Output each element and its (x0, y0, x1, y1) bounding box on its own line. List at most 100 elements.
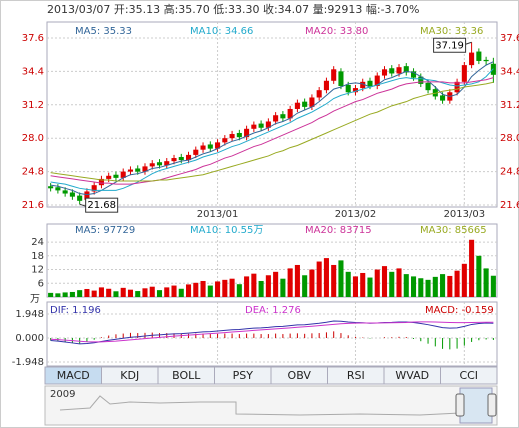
candle-body (120, 171, 126, 178)
candle-body (410, 71, 417, 78)
y-tick-label: 12 (31, 265, 44, 276)
volume-bar (316, 261, 322, 297)
candle-body (156, 162, 163, 166)
legend-entry: MACD: -0.159 (425, 305, 494, 316)
volume-bar (84, 288, 90, 297)
navigator (44, 385, 498, 426)
volume-panel (46, 223, 498, 298)
volume-bar (273, 271, 279, 297)
y-tick-label: 18 (31, 251, 44, 262)
candle-body (98, 178, 104, 186)
volume-bar (55, 293, 61, 297)
navigator-handle-right[interactable] (487, 393, 497, 417)
volume-bar (302, 275, 308, 297)
volume-bar (294, 264, 300, 297)
y-tick-label: 21.6 (22, 200, 44, 211)
candle-body (193, 149, 199, 155)
tab-label[interactable]: PSY (233, 369, 254, 382)
volume-bar (229, 278, 235, 297)
ma-line (50, 68, 494, 191)
candle-body (432, 89, 438, 97)
candle-body (91, 185, 97, 192)
candle-body (425, 82, 431, 91)
candle-body (381, 69, 388, 76)
volume-bar (215, 281, 221, 297)
candle-body (113, 174, 119, 178)
macd-panel (46, 301, 498, 367)
ma-line (50, 61, 494, 196)
volume-bar (258, 280, 264, 297)
y-tick-label: 24 (31, 237, 44, 248)
volume-bar (418, 278, 424, 297)
candle-body (135, 168, 141, 172)
candle-body (258, 123, 264, 128)
candle-body (171, 158, 177, 162)
candle-body (215, 142, 221, 149)
candle-body (106, 175, 112, 179)
candle-body (185, 154, 192, 161)
x-tick-label: 2013/01 (197, 209, 239, 220)
legend-entry: MA30: 33.36 (420, 26, 483, 37)
volume-bar (142, 288, 148, 297)
candle-body (280, 114, 286, 119)
volume-bar (338, 260, 344, 297)
candle-body (77, 195, 83, 201)
candle-body (207, 144, 213, 149)
candle-body (454, 81, 460, 93)
candle-body (461, 65, 467, 82)
navigator-handle-left[interactable] (455, 393, 465, 417)
candle-body (200, 145, 206, 150)
volume-bar (381, 266, 388, 297)
legend-entry: MA20: 83715 (305, 225, 372, 236)
candle-body (244, 128, 250, 138)
legend-entry: MA10: 34.66 (190, 26, 253, 37)
volume-bar (127, 289, 134, 297)
volume-bar (62, 292, 68, 297)
candle-body (62, 190, 68, 194)
max-box (433, 37, 467, 53)
candle-body (440, 95, 446, 101)
volume-bar (447, 275, 453, 297)
y-tick-label-right: 34.4 (500, 66, 519, 77)
volume-bar (490, 275, 496, 297)
volume-bar (178, 288, 184, 297)
tab-label[interactable]: BOLL (172, 369, 201, 382)
volume-bar (374, 269, 380, 297)
macd-line (50, 320, 494, 345)
y-tick-label: 0.000 (15, 333, 44, 344)
y-tick-label: 1.948 (15, 309, 44, 320)
tab-label[interactable]: OBV (288, 369, 312, 382)
tab[interactable] (440, 366, 498, 385)
legend-entry: DIF: 1.196 (50, 305, 101, 316)
tab-label[interactable]: RSI (347, 369, 365, 382)
volume-bar (236, 284, 242, 297)
y-tick-label: 24.8 (22, 167, 44, 178)
volume-bar (164, 287, 170, 297)
volume-bar (331, 264, 337, 297)
price-panel (46, 21, 498, 208)
navigator-window[interactable] (459, 387, 493, 424)
volume-bar (403, 274, 409, 297)
max-pointer (465, 41, 472, 45)
candle-body (389, 68, 395, 74)
candle-body (273, 115, 279, 122)
tab-label[interactable]: WVAD (395, 369, 429, 382)
volume-bar (309, 269, 315, 297)
candle-body (55, 187, 61, 191)
min-box (85, 197, 119, 213)
volume-bar (287, 268, 293, 297)
candle-body (287, 108, 293, 119)
max-label: 37.19 (435, 40, 464, 51)
tab-label[interactable]: CCI (459, 369, 478, 382)
candle-body (469, 52, 475, 66)
y-tick-label: 6 (38, 278, 44, 289)
volume-bar (171, 285, 177, 297)
volume-bar (352, 276, 359, 297)
tab-label[interactable]: MACD (57, 369, 90, 382)
legend-entry: MA30: 85665 (420, 225, 487, 236)
x-tick-label: 2013/02 (335, 209, 377, 220)
candle-body (265, 121, 271, 128)
tab-label[interactable]: KDJ (120, 369, 139, 382)
volume-bar (193, 282, 199, 297)
volume-bar (120, 287, 126, 297)
